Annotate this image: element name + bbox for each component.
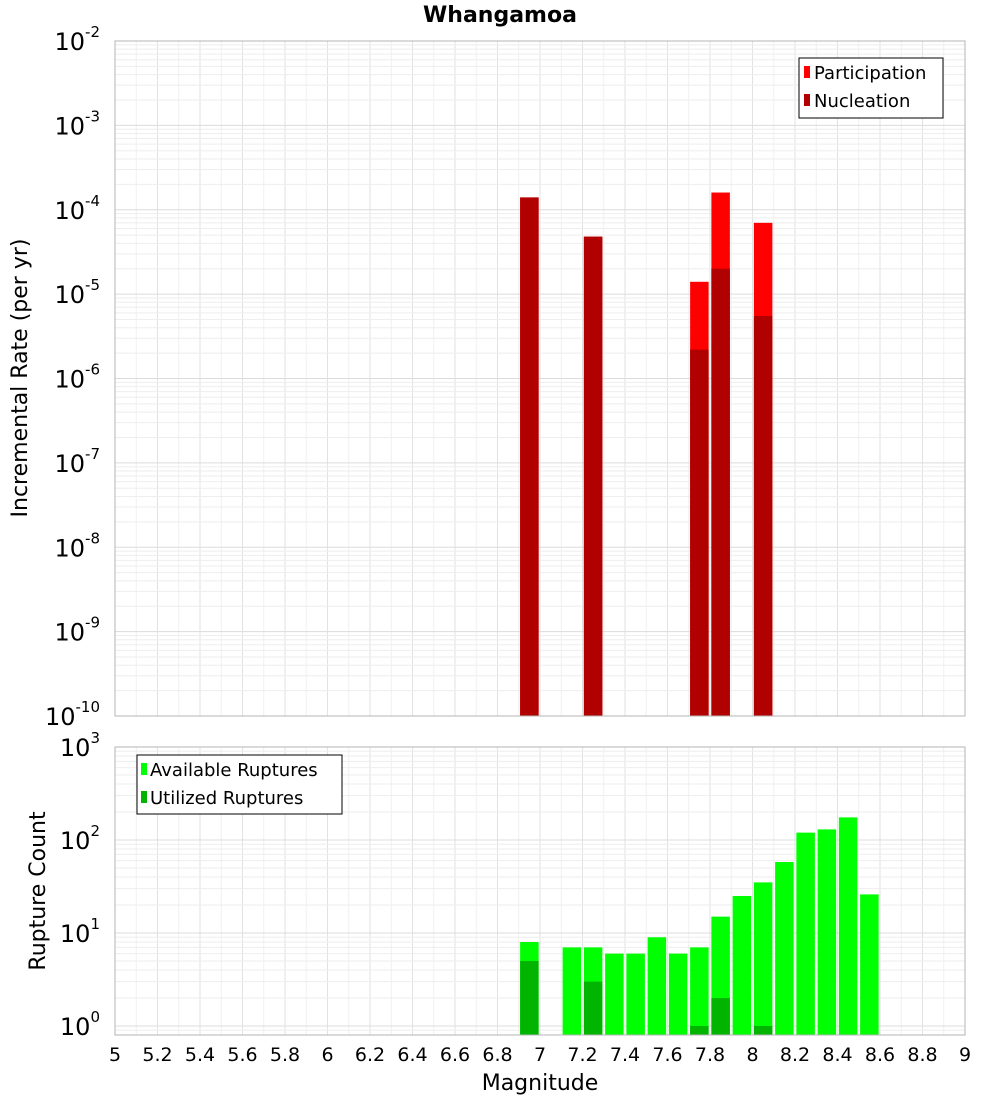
x-tick-label: 6 bbox=[321, 1044, 333, 1066]
bar-utilized-ruptures bbox=[711, 997, 730, 1035]
bar-utilized-ruptures bbox=[690, 1025, 709, 1035]
rate-panel: 10-10 10-9 10-8 10-7 10-6 10-5 10-4 10-3 10-2 In… bbox=[8, 23, 966, 731]
legend-swatch-utilized bbox=[141, 791, 147, 803]
bar-utilized-ruptures bbox=[583, 981, 603, 1035]
rate-y-tick-label: 10-9 bbox=[54, 614, 100, 647]
rate-y-tick-label: 10-2 bbox=[54, 23, 100, 56]
legend-label-available: Available Ruptures bbox=[150, 760, 318, 781]
x-tick-label: 7.4 bbox=[610, 1044, 640, 1066]
bar-available-ruptures bbox=[817, 829, 837, 1035]
bar-available-ruptures bbox=[647, 937, 667, 1035]
count-y-tick-label: 103 bbox=[60, 729, 100, 762]
count-legend-box bbox=[136, 754, 343, 815]
bar-available-ruptures bbox=[626, 953, 645, 1035]
rate-grid bbox=[114, 40, 966, 717]
count-bars bbox=[520, 817, 879, 1035]
rate-y-tick-label: 10-6 bbox=[54, 361, 100, 394]
x-tick-label: 5.4 bbox=[185, 1044, 215, 1066]
x-tick-label: 8.6 bbox=[865, 1044, 895, 1066]
x-tick-label: 8.4 bbox=[822, 1044, 852, 1066]
bar-utilized-ruptures bbox=[520, 960, 539, 1035]
bar-available-ruptures bbox=[796, 832, 815, 1035]
legend-label-utilized: Utilized Ruptures bbox=[150, 788, 303, 809]
rate-bars bbox=[520, 192, 773, 717]
bar-nucleation bbox=[583, 236, 603, 716]
rate-y-ticks: 10-10 10-9 10-8 10-7 10-6 10-5 10-4 10-3 10-2 bbox=[45, 23, 100, 731]
x-tick-label: 5 bbox=[109, 1044, 121, 1066]
rate-y-axis-label: Incremental Rate (per yr) bbox=[8, 239, 33, 518]
rate-plot-frame bbox=[114, 40, 966, 717]
rate-y-tick-label: 10-4 bbox=[54, 192, 100, 225]
bar-available-ruptures bbox=[860, 894, 879, 1035]
bar-utilized-ruptures bbox=[753, 1025, 773, 1035]
bar-available-ruptures bbox=[668, 953, 688, 1035]
count-y-tick-label: 101 bbox=[60, 915, 100, 948]
x-tick-label: 6.4 bbox=[397, 1044, 427, 1066]
bar-available-ruptures bbox=[753, 882, 773, 1035]
x-tick-label: 9 bbox=[959, 1044, 971, 1066]
bar-available-ruptures bbox=[838, 817, 858, 1035]
count-y-axis-label: Rupture Count bbox=[26, 811, 51, 971]
chart-title: Whangamoa bbox=[423, 3, 577, 28]
count-legend: Available Ruptures Utilized Ruptures bbox=[136, 754, 343, 815]
legend-swatch-participation bbox=[804, 66, 810, 78]
legend-swatch-available bbox=[141, 763, 147, 775]
count-panel: 100 101 102 103 Rupture Count Available Rup… bbox=[26, 729, 966, 1041]
x-ticks: 5 5.2 5.4 5.6 5.8 6 6.2 6.4 6.6 6.8 7 7.2 7.4 7.6 7.8 8… bbox=[109, 1044, 971, 1066]
x-tick-label: 7.2 bbox=[567, 1044, 597, 1066]
count-plot-frame bbox=[114, 746, 966, 1036]
rate-y-tick-label: 10-5 bbox=[54, 276, 100, 309]
x-tick-label: 6.8 bbox=[482, 1044, 512, 1066]
x-tick-label: 7 bbox=[534, 1044, 546, 1066]
rate-legend: Participation Nucleation bbox=[798, 57, 944, 119]
x-tick-label: 6.2 bbox=[355, 1044, 385, 1066]
x-tick-label: 5.2 bbox=[142, 1044, 172, 1066]
bar-nucleation bbox=[690, 349, 709, 716]
x-tick-label: 5.6 bbox=[227, 1044, 257, 1066]
rate-y-tick-label: 10-10 bbox=[45, 698, 100, 731]
rate-y-tick-label: 10-7 bbox=[54, 445, 100, 478]
x-tick-label: 6.6 bbox=[440, 1044, 470, 1066]
rate-y-tick-label: 10-8 bbox=[54, 529, 100, 562]
legend-label-participation: Participation bbox=[814, 63, 926, 84]
rate-legend-box bbox=[798, 57, 944, 119]
x-tick-label: 8.8 bbox=[907, 1044, 937, 1066]
bar-nucleation bbox=[711, 268, 730, 716]
bar-available-ruptures bbox=[690, 947, 709, 1035]
x-tick-label: 7.6 bbox=[652, 1044, 682, 1066]
legend-label-nucleation: Nucleation bbox=[814, 91, 910, 112]
count-y-ticks: 100 101 102 103 bbox=[60, 729, 100, 1041]
count-y-tick-label: 100 bbox=[60, 1008, 100, 1041]
legend-swatch-nucleation bbox=[804, 94, 810, 106]
bar-nucleation bbox=[753, 316, 773, 716]
bar-available-ruptures bbox=[775, 861, 794, 1035]
x-tick-label: 8.2 bbox=[780, 1044, 810, 1066]
rate-y-tick-label: 10-3 bbox=[54, 107, 100, 140]
bar-nucleation bbox=[520, 197, 539, 717]
bar-available-ruptures bbox=[732, 895, 752, 1035]
bar-available-ruptures bbox=[605, 953, 624, 1035]
x-tick-label: 5.8 bbox=[270, 1044, 300, 1066]
x-tick-label: 8 bbox=[746, 1044, 758, 1066]
x-axis-label: Magnitude bbox=[482, 1071, 599, 1096]
bar-available-ruptures bbox=[562, 947, 582, 1035]
count-y-tick-label: 102 bbox=[60, 822, 100, 855]
x-tick-label: 7.8 bbox=[695, 1044, 725, 1066]
